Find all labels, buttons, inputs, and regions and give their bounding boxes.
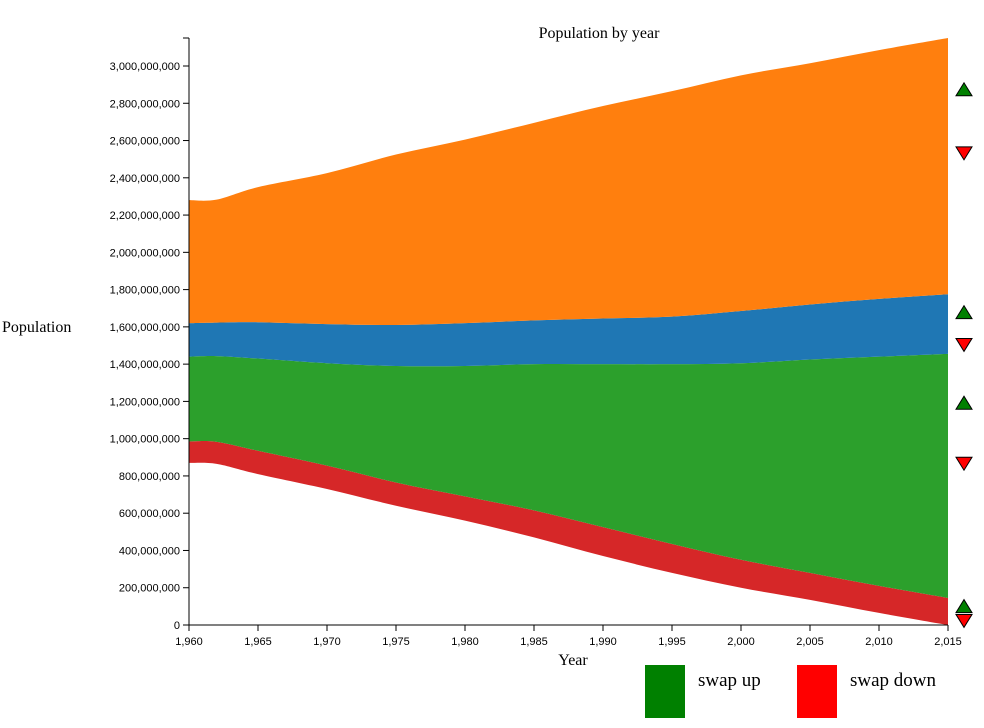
y-tick-label: 2,000,000,000 (110, 247, 180, 259)
swap-down-icon-layer-2[interactable] (955, 456, 973, 472)
area-layer-0 (189, 462, 948, 625)
swap-down-icon-layer-4[interactable] (955, 146, 973, 161)
swap-up-legend-swatch[interactable] (645, 665, 685, 718)
x-axis: 1,960 1,965 1,970 1,975 1,980 1,985 1,990 1,995… (175, 624, 962, 648)
swap-down-icon-layer-3[interactable] (955, 337, 973, 353)
swap-down-legend-swatch[interactable] (797, 665, 837, 718)
stacked-areas (189, 38, 948, 625)
y-tick-label: 1,400,000,000 (110, 359, 180, 371)
x-tick-label: 1,965 (244, 636, 272, 648)
area-layer-3 (189, 294, 948, 367)
y-tick-label: 800,000,000 (119, 471, 180, 483)
x-tick-label: 1,960 (175, 636, 203, 648)
y-tick-label: 2,200,000,000 (110, 210, 180, 222)
y-tick-label: 1,200,000,000 (110, 396, 180, 408)
swap-buttons (955, 81, 973, 629)
x-tick-label: 1,995 (658, 636, 686, 648)
y-tick-label: 2,600,000,000 (110, 136, 180, 148)
y-tick-label: 2,800,000,000 (110, 98, 180, 110)
area-layer-4 (189, 38, 948, 326)
area-layer-1 (189, 441, 948, 625)
swap-up-icon-layer-1[interactable] (955, 598, 973, 614)
y-tick-label: 200,000,000 (119, 583, 180, 595)
x-tick-label: 1,985 (520, 636, 548, 648)
swap-down-legend-label: swap down (850, 670, 937, 691)
y-tick-label: 1,800,000,000 (110, 285, 180, 297)
area-layer-2 (189, 353, 948, 598)
y-tick-label: 1,000,000,000 (110, 434, 180, 446)
x-tick-label: 1,970 (313, 636, 341, 648)
y-tick-label: 2,400,000,000 (110, 173, 180, 185)
swap-down-icon-layer-1[interactable] (955, 613, 973, 629)
y-tick-label: 0 (174, 620, 180, 632)
x-axis-label: Year (558, 652, 588, 669)
swap-up-icon-layer-4[interactable] (955, 81, 973, 97)
swap-up-icon-layer-3[interactable] (955, 304, 973, 320)
x-tick-label: 2,010 (865, 636, 893, 648)
y-axis-label: Population (2, 319, 71, 336)
legend: swap up swap down (645, 665, 937, 718)
y-tick-label: 1,600,000,000 (110, 322, 180, 334)
x-tick-label: 2,000 (727, 636, 755, 648)
chart-title: Population by year (539, 25, 661, 42)
x-tick-label: 2,005 (796, 636, 824, 648)
y-tick-label: 600,000,000 (119, 508, 180, 520)
swap-up-icon-layer-2[interactable] (955, 395, 973, 410)
x-tick-label: 1,980 (451, 636, 479, 648)
x-tick-label: 1,975 (382, 636, 410, 648)
y-tick-label: 400,000,000 (119, 545, 180, 557)
swap-up-legend-label: swap up (698, 670, 761, 691)
x-tick-label: 1,990 (589, 636, 617, 648)
y-axis: 0 200,000,000 400,000,000 600,000,000 800,00… (110, 37, 190, 632)
y-tick-label: 3,000,000,000 (110, 61, 180, 73)
x-tick-label: 2,015 (934, 636, 962, 648)
